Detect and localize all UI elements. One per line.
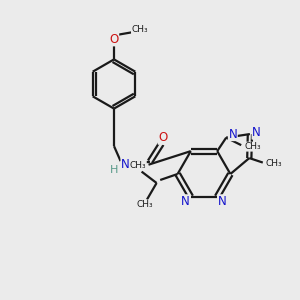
Text: CH₃: CH₃ — [137, 200, 154, 209]
Text: CH₃: CH₃ — [130, 161, 146, 170]
Text: H: H — [110, 165, 118, 175]
Text: N: N — [228, 128, 237, 140]
Text: N: N — [218, 195, 227, 208]
Text: N: N — [181, 195, 190, 208]
Text: CH₃: CH₃ — [131, 26, 148, 34]
Text: CH₃: CH₃ — [244, 142, 261, 151]
Text: N: N — [252, 126, 261, 139]
Text: N: N — [121, 158, 130, 171]
Text: O: O — [158, 131, 167, 144]
Text: O: O — [110, 33, 118, 46]
Text: CH₃: CH₃ — [266, 159, 283, 168]
